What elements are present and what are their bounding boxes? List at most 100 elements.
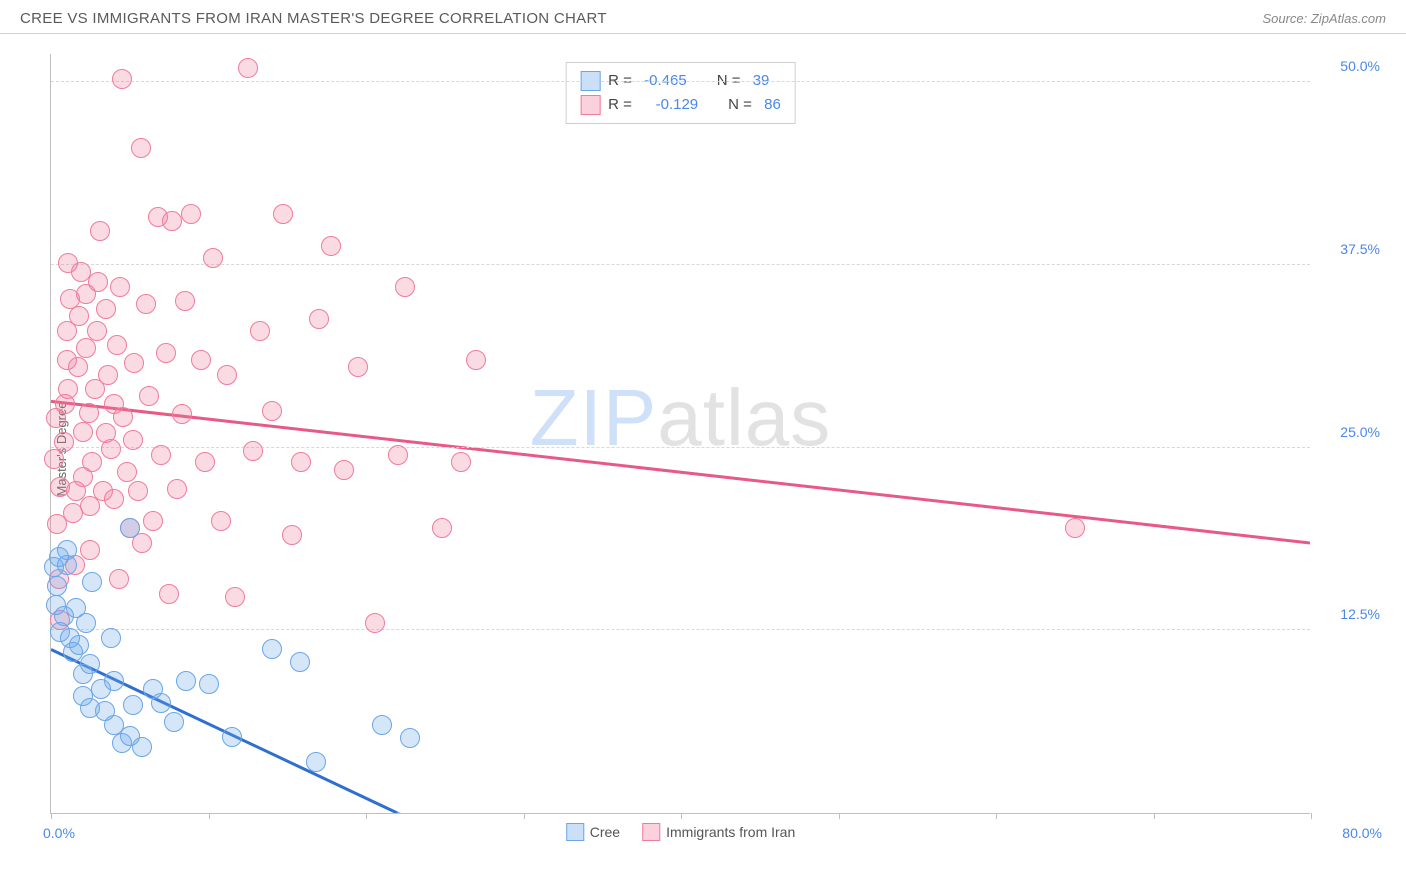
data-point-pink[interactable] xyxy=(309,309,329,329)
data-point-pink[interactable] xyxy=(101,439,121,459)
data-point-blue[interactable] xyxy=(262,639,282,659)
source-link[interactable]: ZipAtlas.com xyxy=(1311,11,1386,26)
data-point-blue[interactable] xyxy=(151,693,171,713)
data-point-pink[interactable] xyxy=(76,338,96,358)
data-point-blue[interactable] xyxy=(76,613,96,633)
watermark-zip: ZIP xyxy=(530,373,657,462)
data-point-blue[interactable] xyxy=(372,715,392,735)
data-point-pink[interactable] xyxy=(136,294,156,314)
data-point-pink[interactable] xyxy=(395,277,415,297)
data-point-pink[interactable] xyxy=(203,248,223,268)
data-point-pink[interactable] xyxy=(291,452,311,472)
data-point-pink[interactable] xyxy=(175,291,195,311)
data-point-pink[interactable] xyxy=(156,343,176,363)
data-point-pink[interactable] xyxy=(191,350,211,370)
data-point-blue[interactable] xyxy=(164,712,184,732)
data-point-pink[interactable] xyxy=(143,511,163,531)
data-point-pink[interactable] xyxy=(87,321,107,341)
data-point-pink[interactable] xyxy=(69,306,89,326)
x-tick xyxy=(209,813,210,819)
data-point-pink[interactable] xyxy=(195,452,215,472)
x-tick xyxy=(366,813,367,819)
data-point-pink[interactable] xyxy=(113,407,133,427)
data-point-blue[interactable] xyxy=(50,622,70,642)
data-point-pink[interactable] xyxy=(139,386,159,406)
x-tick xyxy=(996,813,997,819)
data-point-blue[interactable] xyxy=(120,518,140,538)
data-point-pink[interactable] xyxy=(451,452,471,472)
x-tick xyxy=(681,813,682,819)
data-point-pink[interactable] xyxy=(159,584,179,604)
data-point-pink[interactable] xyxy=(117,462,137,482)
data-point-pink[interactable] xyxy=(73,422,93,442)
data-point-pink[interactable] xyxy=(250,321,270,341)
data-point-pink[interactable] xyxy=(211,511,231,531)
data-point-pink[interactable] xyxy=(167,479,187,499)
data-point-blue[interactable] xyxy=(132,737,152,757)
data-point-pink[interactable] xyxy=(334,460,354,480)
legend-item-pink[interactable]: Immigrants from Iran xyxy=(642,823,795,841)
legend-item-blue[interactable]: Cree xyxy=(566,823,620,841)
data-point-blue[interactable] xyxy=(199,674,219,694)
data-point-blue[interactable] xyxy=(222,727,242,747)
data-point-blue[interactable] xyxy=(123,695,143,715)
data-point-pink[interactable] xyxy=(162,211,182,231)
series-legend: Cree Immigrants from Iran xyxy=(566,823,796,841)
data-point-pink[interactable] xyxy=(128,481,148,501)
legend-pink-name: Immigrants from Iran xyxy=(666,824,795,840)
data-point-blue[interactable] xyxy=(400,728,420,748)
data-point-pink[interactable] xyxy=(238,58,258,78)
data-point-pink[interactable] xyxy=(365,613,385,633)
data-point-pink[interactable] xyxy=(321,236,341,256)
data-point-pink[interactable] xyxy=(432,518,452,538)
data-point-pink[interactable] xyxy=(262,401,282,421)
data-point-blue[interactable] xyxy=(306,752,326,772)
data-point-pink[interactable] xyxy=(44,449,64,469)
data-point-blue[interactable] xyxy=(57,540,77,560)
data-point-pink[interactable] xyxy=(109,569,129,589)
data-point-pink[interactable] xyxy=(79,403,99,423)
data-point-pink[interactable] xyxy=(348,357,368,377)
data-point-pink[interactable] xyxy=(225,587,245,607)
data-point-blue[interactable] xyxy=(176,671,196,691)
data-point-pink[interactable] xyxy=(282,525,302,545)
data-point-pink[interactable] xyxy=(98,365,118,385)
scatter-plot: ZIPatlas R = -0.465 N = 39 R = -0.129 N … xyxy=(50,54,1310,814)
data-point-pink[interactable] xyxy=(112,69,132,89)
data-point-blue[interactable] xyxy=(80,654,100,674)
data-point-pink[interactable] xyxy=(131,138,151,158)
data-point-blue[interactable] xyxy=(104,671,124,691)
legend-r-label: R = xyxy=(608,93,636,117)
data-point-pink[interactable] xyxy=(54,432,74,452)
source-prefix: Source: xyxy=(1262,11,1310,26)
data-point-pink[interactable] xyxy=(181,204,201,224)
data-point-pink[interactable] xyxy=(124,353,144,373)
data-point-pink[interactable] xyxy=(96,299,116,319)
data-point-blue[interactable] xyxy=(47,576,67,596)
data-point-blue[interactable] xyxy=(82,572,102,592)
data-point-pink[interactable] xyxy=(172,404,192,424)
data-point-blue[interactable] xyxy=(69,635,89,655)
data-point-pink[interactable] xyxy=(88,272,108,292)
data-point-pink[interactable] xyxy=(217,365,237,385)
data-point-pink[interactable] xyxy=(151,445,171,465)
data-point-blue[interactable] xyxy=(290,652,310,672)
data-point-pink[interactable] xyxy=(388,445,408,465)
data-point-pink[interactable] xyxy=(1065,518,1085,538)
data-point-pink[interactable] xyxy=(466,350,486,370)
data-point-pink[interactable] xyxy=(273,204,293,224)
data-point-pink[interactable] xyxy=(104,489,124,509)
data-point-pink[interactable] xyxy=(80,540,100,560)
y-tick-label: 12.5% xyxy=(1340,606,1380,622)
data-point-pink[interactable] xyxy=(110,277,130,297)
data-point-pink[interactable] xyxy=(243,441,263,461)
data-point-pink[interactable] xyxy=(90,221,110,241)
data-point-pink[interactable] xyxy=(68,357,88,377)
data-point-pink[interactable] xyxy=(58,379,78,399)
data-point-pink[interactable] xyxy=(107,335,127,355)
data-point-pink[interactable] xyxy=(82,452,102,472)
data-point-blue[interactable] xyxy=(101,628,121,648)
data-point-pink[interactable] xyxy=(123,430,143,450)
y-tick-label: 50.0% xyxy=(1340,58,1380,74)
watermark-atlas: atlas xyxy=(657,373,831,462)
